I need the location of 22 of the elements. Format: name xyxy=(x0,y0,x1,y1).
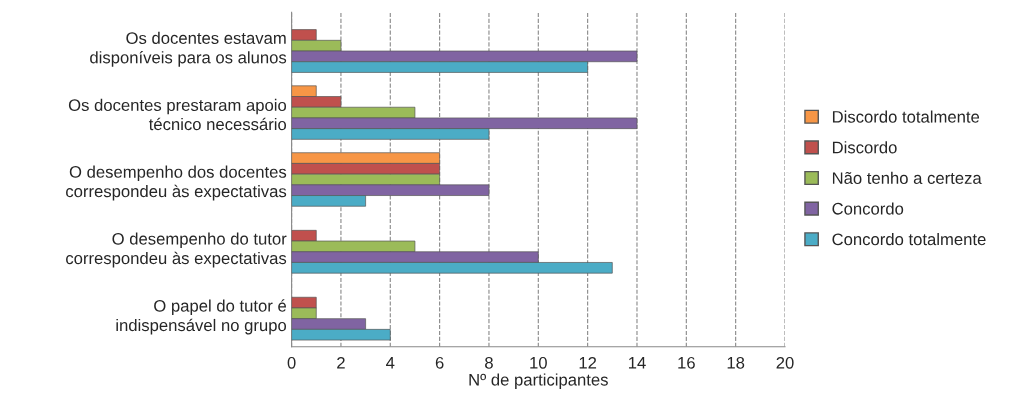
y-tick-label: O desempenho do tutor correspondeu às expectativas xyxy=(66,232,287,268)
y-tick-label: Os docentes estavam disponíveis para os alunos xyxy=(90,31,287,67)
legend-label: Não tenho a certeza xyxy=(832,171,982,185)
y-tick-label: Os docentes prestaram apoio técnico necessário xyxy=(68,98,287,131)
y-tick-label: O papel do tutor é indispensável no grupo xyxy=(116,299,287,335)
x-tick-label: 12 xyxy=(579,356,597,369)
x-tick-label: 8 xyxy=(485,356,493,369)
x-tick-label: 20 xyxy=(776,356,794,369)
x-tick-label: 2 xyxy=(337,356,345,369)
x-tick-label: 18 xyxy=(727,356,745,369)
x-axis-title: Nº de participantes xyxy=(469,373,608,389)
legend-label: Concordo totalmente xyxy=(832,233,986,246)
x-tick-label: 4 xyxy=(386,357,395,369)
x-tick-label: 6 xyxy=(435,356,444,369)
y-tick-label: O desempenho dos docentes correspondeu às expectativas xyxy=(66,165,287,201)
legend-label: Discordo xyxy=(832,141,897,154)
legend-label: Discordo totalmente xyxy=(832,110,980,123)
x-tick-label: 16 xyxy=(678,356,695,369)
legend-label: Concordo xyxy=(832,202,904,215)
x-tick-label: 10 xyxy=(530,356,547,369)
x-tick-label: 14 xyxy=(628,357,646,369)
x-tick-label: 0 xyxy=(287,356,296,369)
